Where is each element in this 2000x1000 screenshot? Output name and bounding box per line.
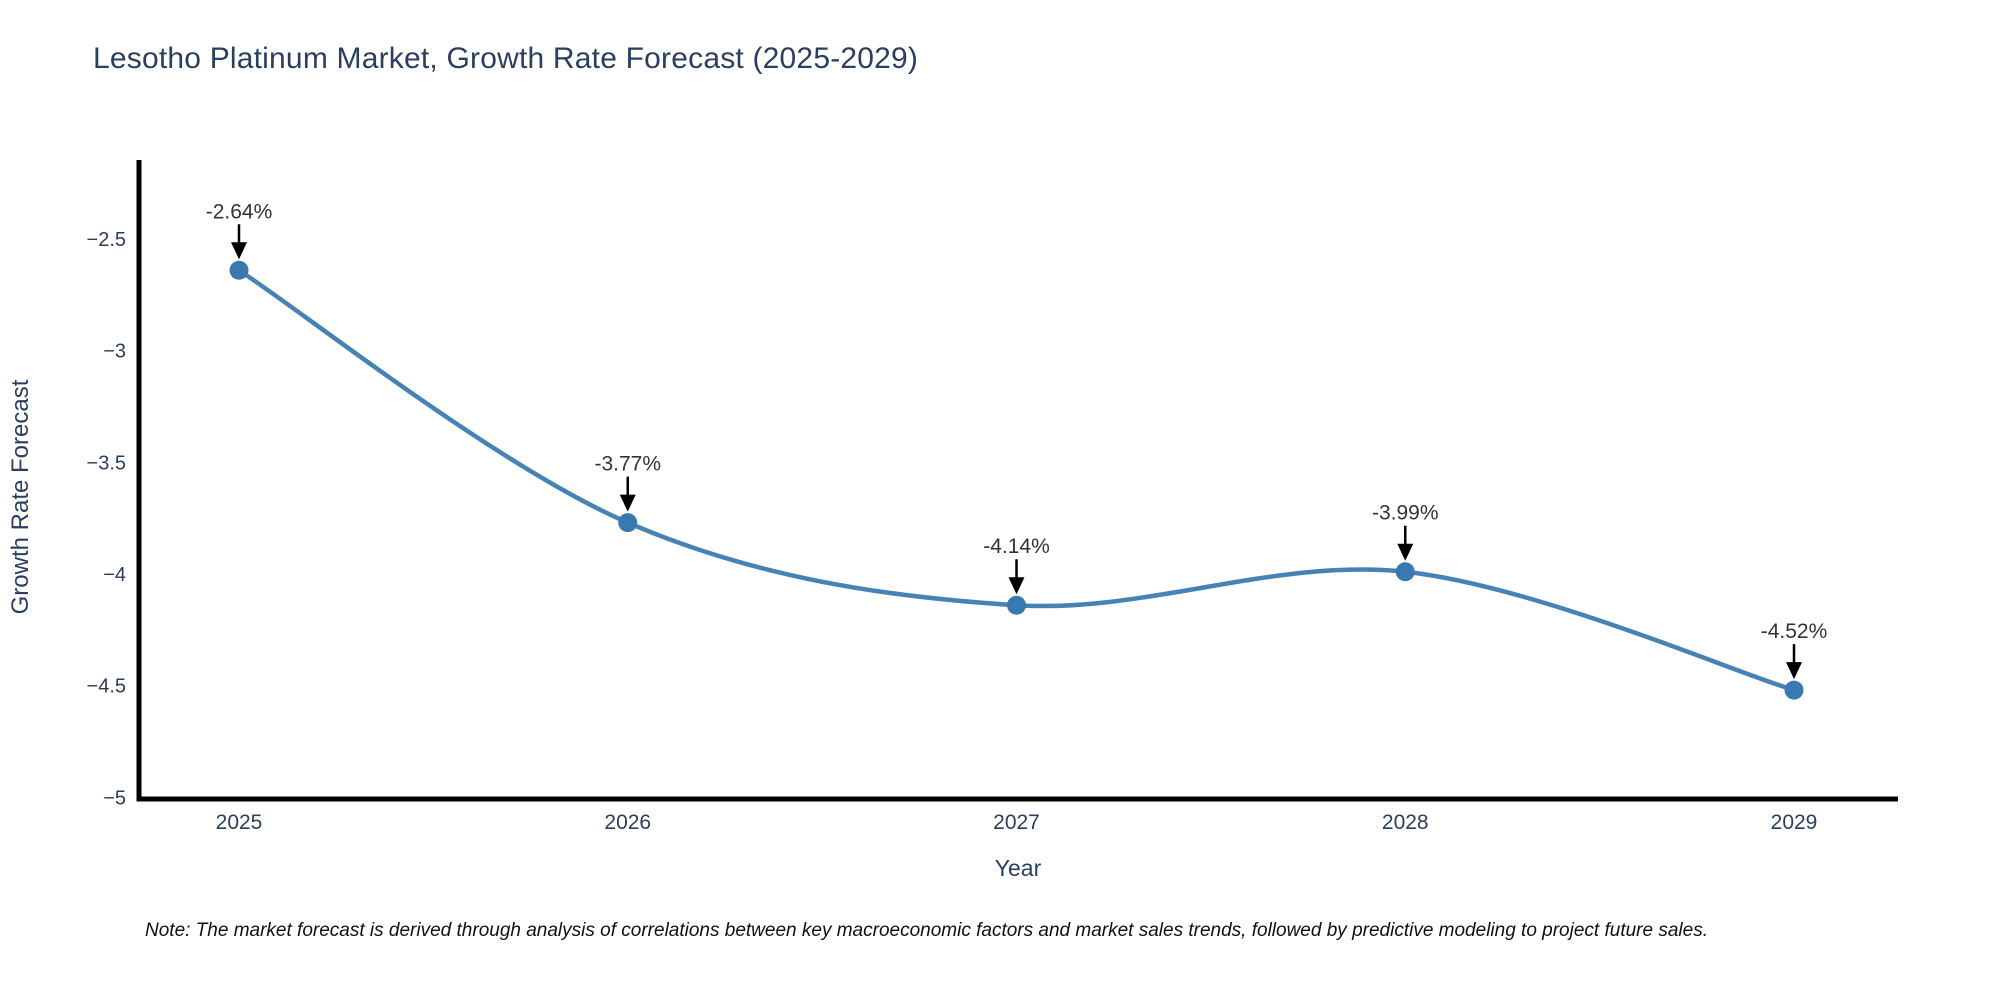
annotation-value-label: -3.77% [594,453,661,476]
annotation-value-label: -3.99% [1372,502,1439,525]
footnote-text: Note: The market forecast is derived thr… [145,920,1708,941]
data-point-marker [1007,595,1026,615]
annotation-value-label: -4.52% [1761,620,1828,643]
data-point-marker [618,513,638,533]
chart-title: Lesotho Platinum Market, Growth Rate For… [93,42,919,75]
annotation-value-label: -4.14% [983,535,1050,558]
axis-lines [136,160,1898,802]
x-tick-label: 2027 [993,811,1040,834]
axes-layer: −2.5 −3 −3.5 −4 −4.5 −5 2025 2026 2027 2028 2029 [87,160,1898,834]
data-point-marker [1395,562,1415,582]
annotation-arrowhead [1008,577,1025,595]
line-series-layer [229,260,1804,700]
y-tick-label: −4 [103,564,126,586]
annotation-arrowhead [1397,543,1414,561]
annotation-arrowhead [231,242,247,260]
x-axis-title: Year [995,855,1042,881]
data-point-marker [1784,680,1804,700]
y-tick-label: −4.5 [87,676,126,698]
x-tick-label: 2028 [1382,811,1429,834]
forecast-line [236,268,1797,693]
x-tick-label: 2029 [1771,811,1818,834]
y-tick-label: −2.5 [87,229,126,251]
y-tick-label: −3 [103,341,126,363]
y-tick-label: −5 [103,787,126,809]
x-tick-label: 2026 [604,811,651,834]
data-point-marker [229,260,249,280]
y-axis-title: Growth Rate Forecast [7,379,34,614]
annotation-layer: -2.64% -3.77% -4.14% -3.99% -4.52% [206,200,1828,680]
annotation-arrowhead [619,494,636,512]
x-tick-label: 2025 [216,811,263,834]
annotation-arrowhead [1786,662,1802,680]
y-tick-label: −3.5 [87,452,126,474]
annotation-value-label: -2.64% [206,200,273,223]
